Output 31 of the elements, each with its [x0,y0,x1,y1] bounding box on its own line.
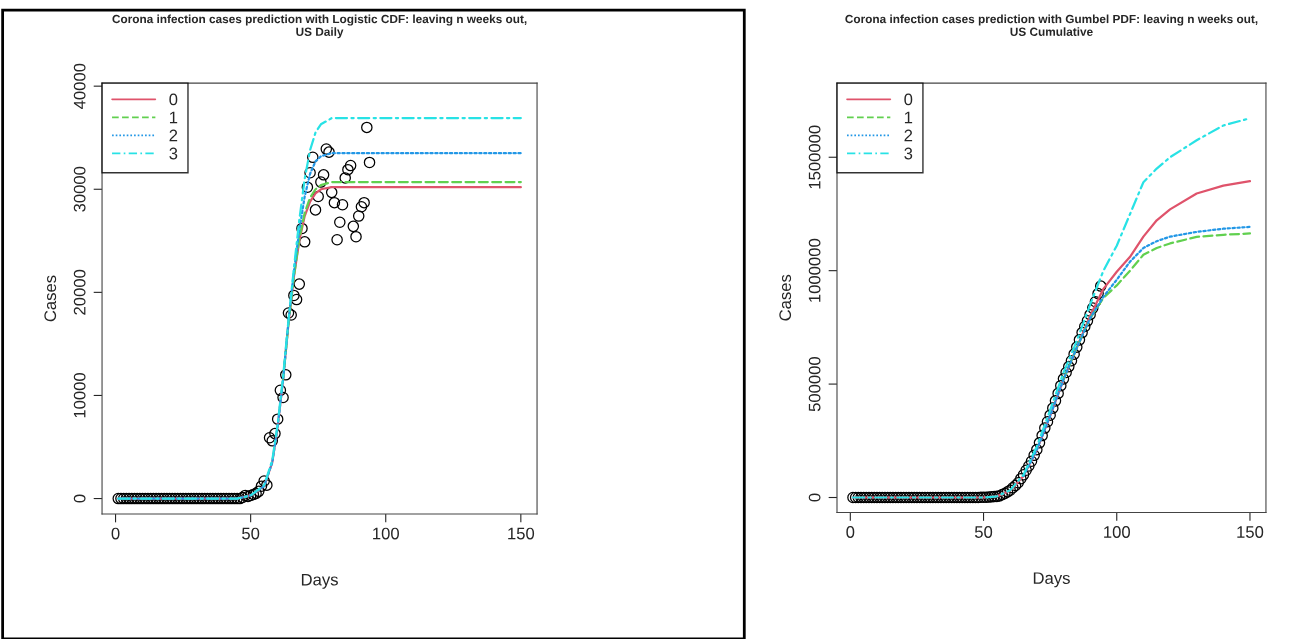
legend-label: 0 [904,93,913,106]
legend-label: 0 [169,93,178,106]
y-tick-label: 500000 [808,356,821,412]
x-tick-label: 0 [846,526,855,538]
x-tick-label: 150 [508,527,535,540]
legend-label: 2 [904,129,913,142]
x-axis-title: Days [301,573,338,589]
chart-title: Corona infection cases prediction with Gumbel PDF: leaving n weeks out, US Cumulative [845,14,1258,36]
legend-label: 2 [169,129,178,142]
legend-label: 1 [904,111,913,124]
y-tick-label: 20000 [73,269,86,315]
y-tick-label: 1500000 [808,125,821,189]
x-tick-label: 150 [1237,526,1264,538]
y-axis-title: Cases [44,275,57,322]
legend-label: 3 [169,147,178,160]
x-tick-label: 50 [974,526,993,538]
legend-label: 1 [169,111,178,124]
y-tick-label: 1000000 [808,238,821,302]
x-tick-label: 50 [242,527,260,540]
legend-label: 3 [904,147,913,160]
y-tick-label: 10000 [73,372,86,418]
x-axis-title: Days [1033,572,1070,588]
y-axis-title: Cases [779,274,792,321]
x-tick-label: 0 [111,527,120,540]
y-tick-label: 0 [808,493,821,502]
y-tick-label: 0 [73,494,86,503]
x-tick-label: 100 [1104,526,1130,538]
y-tick-label: 30000 [73,166,86,212]
chart-title: Corona infection cases prediction with Logistic CDF: leaving n weeks out, US Daily [112,14,527,39]
y-tick-label: 40000 [73,63,86,109]
x-tick-label: 100 [373,527,399,540]
